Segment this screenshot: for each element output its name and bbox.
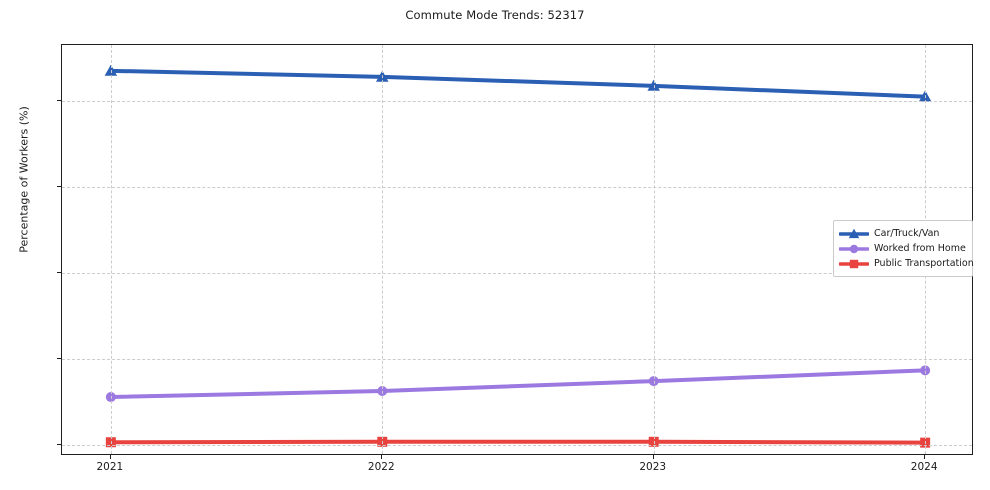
x-axis-tick-label: 2022 bbox=[367, 461, 395, 473]
legend-marker bbox=[849, 259, 859, 268]
y-axis-label: Percentage of Workers (%) bbox=[17, 106, 31, 253]
x-axis-tick-label: 2023 bbox=[639, 461, 667, 473]
legend-square-icon bbox=[839, 257, 869, 271]
series-2 bbox=[105, 365, 931, 403]
legend-label: Public Transportation bbox=[874, 258, 974, 269]
gridline-horizontal bbox=[62, 187, 972, 189]
y-axis-tick-mark bbox=[57, 444, 61, 446]
legend-marker bbox=[848, 228, 860, 238]
legend-triangle-icon bbox=[839, 227, 869, 241]
gridline-horizontal bbox=[62, 359, 972, 361]
legend-item[interactable]: Car/Truck/Van bbox=[839, 226, 966, 241]
legend-label: Car/Truck/Van bbox=[874, 228, 940, 239]
chart-title: Commute Mode Trends: 52317 bbox=[405, 8, 585, 22]
legend-circle-icon bbox=[839, 242, 869, 256]
x-axis-tick-mark bbox=[381, 455, 383, 459]
gridline-vertical bbox=[653, 45, 655, 454]
y-axis-tick-mark bbox=[57, 272, 61, 274]
gridline-horizontal bbox=[62, 445, 972, 447]
legend-marker bbox=[849, 244, 859, 253]
y-axis-tick-mark bbox=[57, 358, 61, 360]
plot-area bbox=[61, 44, 973, 455]
series-line bbox=[108, 439, 928, 445]
gridline-horizontal bbox=[62, 273, 972, 275]
series-line bbox=[108, 368, 928, 400]
x-axis-tick-label: 2024 bbox=[910, 461, 938, 473]
legend-item[interactable]: Worked from Home bbox=[839, 241, 966, 256]
legend-label: Worked from Home bbox=[874, 243, 966, 254]
y-axis-tick-mark bbox=[57, 186, 61, 188]
series-line bbox=[108, 68, 928, 99]
chart-legend: Car/Truck/Van Worked from Home Public Tran… bbox=[833, 220, 974, 277]
legend-item[interactable]: Public Transportation bbox=[839, 256, 974, 271]
x-axis-tick-mark bbox=[109, 455, 111, 459]
gridline-horizontal bbox=[62, 100, 972, 102]
y-axis-tick-mark bbox=[57, 99, 61, 101]
gridline-vertical bbox=[382, 45, 384, 454]
series-1 bbox=[104, 64, 932, 102]
gridline-vertical bbox=[110, 45, 112, 454]
x-axis-tick-mark bbox=[924, 455, 926, 459]
x-axis-tick-label: 2021 bbox=[96, 461, 124, 473]
x-axis-tick-mark bbox=[652, 455, 654, 459]
